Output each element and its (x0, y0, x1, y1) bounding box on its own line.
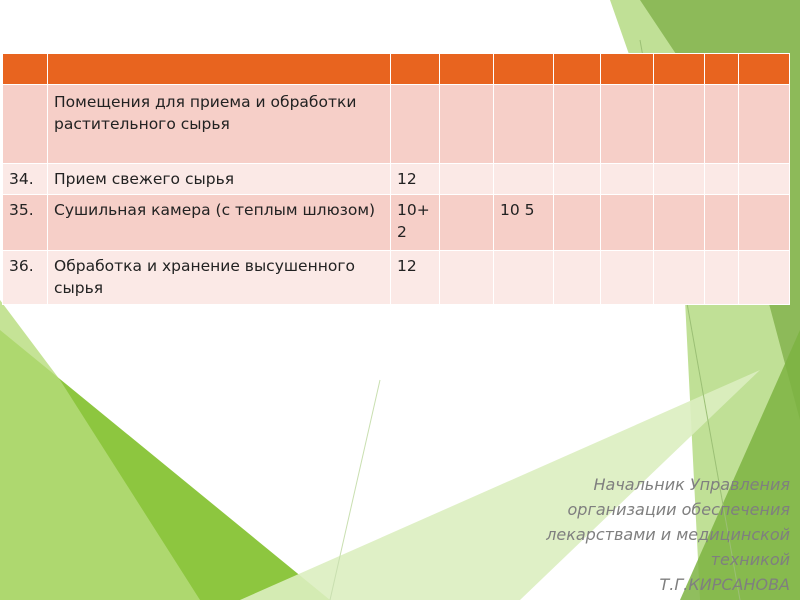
table-cell (493, 163, 554, 195)
table-cell (600, 84, 654, 164)
header-cell (390, 53, 440, 85)
table-cell (600, 194, 654, 251)
table-cell (600, 250, 654, 305)
table-cell (600, 163, 654, 195)
signature-line: Начальник Управления (593, 475, 790, 494)
table-cell (390, 84, 440, 164)
table-cell (553, 84, 601, 164)
signature-name: Т.Г.КИРСАНОВА (659, 575, 791, 594)
table-cell (653, 250, 705, 305)
room-name: Прием свежего сырья (47, 163, 391, 195)
table-cell (738, 163, 790, 195)
thin-diagonal-line-2 (329, 379, 381, 600)
table-row: 34. Прием свежего сырья 12 (2, 163, 790, 195)
signature-line: организации обеспечения (567, 500, 790, 519)
row-number: 34. (2, 163, 48, 195)
table-cell (493, 84, 554, 164)
table-cell (553, 250, 601, 305)
table-cell (439, 84, 494, 164)
table-cell (2, 84, 48, 164)
row-number: 35. (2, 194, 48, 251)
header-cell (2, 53, 48, 85)
section-row: Помещения для приема и обработки растите… (2, 84, 790, 164)
signature-block: Начальник Управления организации обеспеч… (490, 472, 790, 597)
area-value: 10+2 (390, 194, 440, 251)
table-row: 36. Обработка и хранение высушенного сыр… (2, 250, 790, 305)
room-name: Обработка и хранение высушенного сырья (47, 250, 391, 305)
area-value: 12 (390, 250, 440, 305)
header-cell (47, 53, 391, 85)
table-cell (553, 194, 601, 251)
table-cell (439, 194, 494, 251)
table-cell (738, 194, 790, 251)
bottom-right-green (680, 330, 800, 600)
table-cell (738, 84, 790, 164)
table-cell (553, 163, 601, 195)
section-title: Помещения для приема и обработки растите… (47, 84, 391, 164)
row-number: 36. (2, 250, 48, 305)
room-name: Сушильная камера (с теплым шлюзом) (47, 194, 391, 251)
header-cell (738, 53, 790, 85)
bottom-left-green-wedge-light (0, 300, 200, 600)
table-cell (704, 84, 739, 164)
rooms-table: Помещения для приема и обработки растите… (2, 53, 790, 305)
header-cell (553, 53, 601, 85)
header-cell (600, 53, 654, 85)
table-cell (704, 163, 739, 195)
header-cell (439, 53, 494, 85)
bottom-center-triangle (240, 370, 760, 600)
area-value: 12 (390, 163, 440, 195)
table-cell (653, 163, 705, 195)
signature-line: техникой (710, 550, 790, 569)
table-cell (439, 250, 494, 305)
table-cell (493, 250, 554, 305)
table-cell (704, 194, 739, 251)
header-cell (653, 53, 705, 85)
table-row: 35. Сушильная камера (с теплым шлюзом) 1… (2, 194, 790, 251)
table-header-row (2, 53, 790, 85)
signature-line: лекарствами и медицинской (546, 525, 790, 544)
table-cell (653, 194, 705, 251)
table-cell (653, 84, 705, 164)
header-cell (493, 53, 554, 85)
header-cell (704, 53, 739, 85)
table-cell: 10 5 (493, 194, 554, 251)
table-cell (738, 250, 790, 305)
table-cell (704, 250, 739, 305)
table-cell (439, 163, 494, 195)
